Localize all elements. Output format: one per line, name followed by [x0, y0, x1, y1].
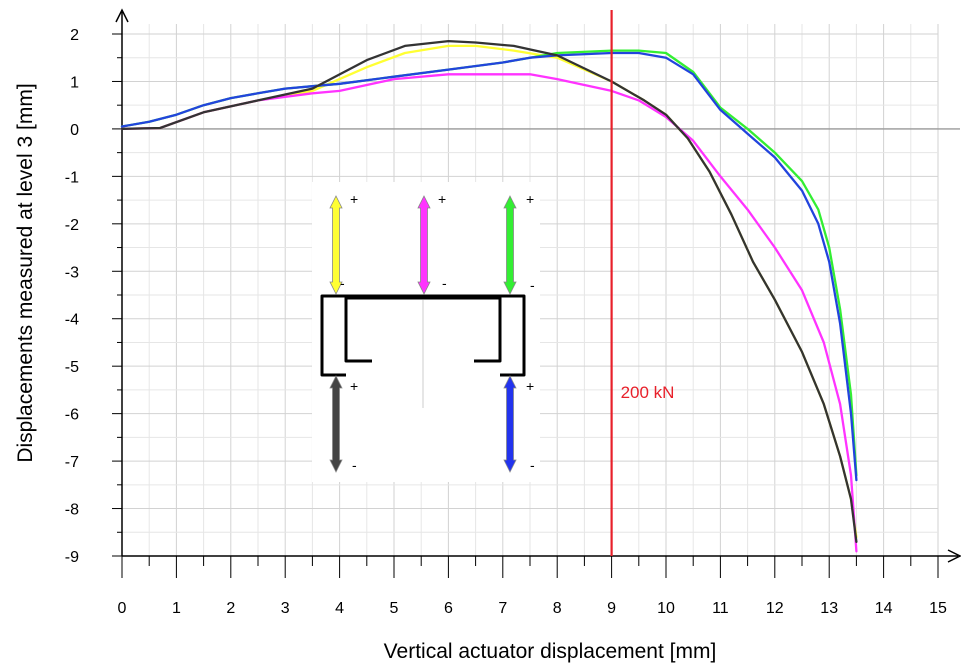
- x-tick-label: 4: [335, 600, 344, 617]
- x-tick-label: 0: [118, 600, 127, 617]
- x-tick-label: 3: [281, 600, 290, 617]
- y-tick-label: -7: [65, 454, 79, 471]
- arrow-plus-sign: +: [526, 378, 534, 394]
- x-tick-label: 8: [553, 600, 562, 617]
- y-tick-label: -6: [65, 407, 79, 424]
- y-tick-label: -9: [65, 549, 79, 566]
- x-tick-label: 11: [712, 600, 729, 617]
- arrow-plus-sign: +: [526, 191, 534, 207]
- x-tick-label: 13: [820, 600, 838, 617]
- y-tick-label: 0: [70, 122, 79, 139]
- tick-labels: 0 1 2 3 4 5 6 7 8 9 10 11 12 13 14 15210-1-2-3-4-5-6-7-…: [65, 27, 947, 617]
- y-axis-arrowhead: [115, 8, 129, 23]
- x-tick-label: 14: [875, 600, 893, 617]
- y-tick-label: -2: [65, 217, 79, 234]
- double-arrow-icon: [329, 195, 343, 295]
- x-tick-label: 1: [172, 600, 181, 617]
- inset-inner-channel: [344, 296, 502, 363]
- arrow-plus-sign: +: [438, 191, 446, 207]
- x-tick-label: 6: [444, 600, 453, 617]
- x-axis-title: Vertical actuator displacement [mm]: [384, 640, 717, 663]
- arrow-minus-sign: -: [530, 457, 535, 473]
- double-arrow-icon: [329, 375, 343, 473]
- x-tick-label: 15: [929, 600, 947, 617]
- x-tick-label: 10: [657, 600, 675, 617]
- arrow-plus-sign: +: [350, 378, 358, 394]
- x-axis-arrowhead: [947, 549, 961, 563]
- inset-cross-section-diagram: + - + - + - + - + -: [312, 182, 540, 482]
- x-tick-label: 2: [226, 600, 235, 617]
- x-tick-label: 12: [766, 600, 784, 617]
- annotation-label: 200 kN: [621, 383, 675, 402]
- arrow-minus-sign: -: [340, 275, 345, 291]
- inset-outer-channel: [320, 294, 526, 377]
- series-line-5: [120, 39, 858, 543]
- x-tick-label: 7: [498, 600, 507, 617]
- y-axis-title: Displacements measured at level 3 [mm]: [14, 83, 37, 462]
- y-tick-label: 1: [70, 74, 79, 91]
- arrow-minus-sign: -: [442, 275, 447, 291]
- x-tick-label: 5: [390, 600, 399, 617]
- y-tick-label: -5: [65, 359, 79, 376]
- axes: [112, 8, 961, 578]
- double-arrow-icon: [503, 375, 517, 473]
- arrow-minus-sign: -: [352, 457, 357, 473]
- y-tick-label: -3: [65, 264, 79, 281]
- y-tick-label: -4: [65, 312, 79, 329]
- y-tick-label: 2: [70, 27, 79, 44]
- double-arrow-icon: [503, 195, 517, 295]
- arrow-minus-sign: -: [530, 277, 535, 293]
- double-arrow-icon: [417, 195, 431, 295]
- y-tick-label: -8: [65, 502, 79, 519]
- x-tick-label: 9: [607, 600, 616, 617]
- arrow-plus-sign: +: [350, 191, 358, 207]
- annotations: 200 kN: [610, 10, 675, 556]
- y-tick-label: -1: [65, 169, 79, 186]
